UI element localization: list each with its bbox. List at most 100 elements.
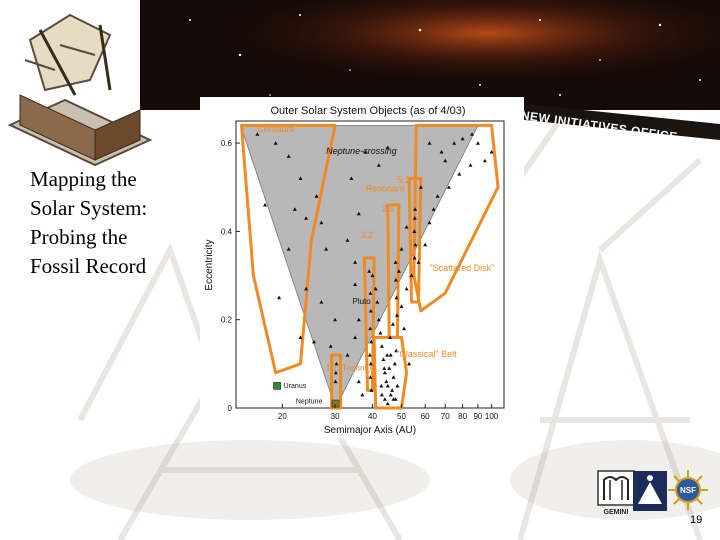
annotation-label: "Scattered Disk" xyxy=(429,263,494,273)
data-point xyxy=(393,260,398,264)
data-point xyxy=(412,216,417,220)
annotation-regions xyxy=(240,123,500,410)
telescope-illustration xyxy=(7,13,153,167)
data-point xyxy=(457,172,462,176)
chart-figure: Outer Solar System Objects (as of 4/03) … xyxy=(200,97,524,438)
annotation-label: 5:2 xyxy=(398,175,411,185)
data-point xyxy=(324,247,329,251)
data-point xyxy=(379,383,384,388)
data-point xyxy=(412,229,417,233)
x-tick-label: 80 xyxy=(458,412,467,421)
data-point xyxy=(349,176,354,180)
data-point xyxy=(418,185,423,189)
data-point xyxy=(319,300,324,304)
data-point xyxy=(363,149,368,154)
data-point xyxy=(416,260,421,264)
data-point xyxy=(489,149,494,154)
data-point xyxy=(367,269,372,273)
axis-ticks: 20 30 40 50 60 70 80 90 100 0 0.2 0.4 0.6 xyxy=(221,139,499,421)
data-point xyxy=(385,401,390,406)
data-point xyxy=(368,361,373,366)
slide-title: Mapping the Solar System: Probing the Fo… xyxy=(30,167,148,278)
mountain-logo xyxy=(632,470,668,512)
data-point xyxy=(423,242,428,247)
data-point xyxy=(468,163,473,167)
y-axis-label: Eccentricity xyxy=(204,239,215,290)
plot-frame xyxy=(235,120,505,409)
data-point xyxy=(384,379,389,384)
data-point xyxy=(368,308,373,313)
data-point xyxy=(407,361,412,366)
data-point xyxy=(393,397,398,401)
annotation-label: Neptune-crossing xyxy=(326,146,397,156)
x-tick-label: 100 xyxy=(485,412,499,421)
data-point xyxy=(382,370,387,375)
data-point xyxy=(482,158,487,163)
data-point xyxy=(382,366,387,370)
data-point xyxy=(328,344,333,348)
data-point xyxy=(370,273,375,278)
neptune-crossing-region xyxy=(240,124,479,410)
nsf-logo-text: NSF xyxy=(680,486,696,495)
trojans-outline xyxy=(330,353,343,410)
data-point xyxy=(412,255,417,260)
data-point xyxy=(404,225,409,229)
data-point xyxy=(427,220,432,225)
data-point xyxy=(460,136,465,141)
y-tick-label: 0.6 xyxy=(221,139,233,148)
data-point xyxy=(390,322,395,326)
data-point xyxy=(304,216,309,220)
annotation-label: "Classical" Belt xyxy=(396,349,457,359)
data-point xyxy=(385,353,390,357)
centaurs-outline xyxy=(240,123,337,375)
annotation-label: 1:1 (Trojans) xyxy=(326,363,371,372)
annotation-label: 2:1 xyxy=(382,204,395,214)
banner-strip xyxy=(505,102,720,140)
data-point xyxy=(382,397,387,401)
data-point xyxy=(273,141,278,145)
data-point xyxy=(395,313,399,317)
data-point xyxy=(345,238,350,242)
scattered-disk-outline xyxy=(412,123,500,313)
data-point xyxy=(385,383,390,388)
x-tick-label: 90 xyxy=(473,412,482,421)
data-point xyxy=(388,335,393,339)
data-point xyxy=(373,286,378,291)
data-point xyxy=(413,207,418,211)
x-tick-label: 70 xyxy=(441,412,450,421)
data-point xyxy=(388,353,393,357)
data-point xyxy=(312,339,316,344)
chart-title: Outer Solar System Objects (as of 4/03) xyxy=(270,105,465,117)
data-point xyxy=(475,141,480,145)
y-tick-label: 0.4 xyxy=(221,227,233,236)
data-point xyxy=(292,207,297,211)
data-point xyxy=(356,317,361,322)
data-point xyxy=(333,317,338,322)
x-axis-label: Semimajor Axis (AU) xyxy=(324,425,416,436)
nsf-logo: NSF xyxy=(668,470,708,510)
data-point xyxy=(255,132,260,136)
data-point xyxy=(360,392,365,397)
annotation-label: Resonant xyxy=(366,184,405,194)
data-point xyxy=(378,330,383,335)
data-point xyxy=(334,361,339,366)
data-point xyxy=(367,353,372,357)
data-point xyxy=(286,154,291,158)
annotation-labels: Centaurs Neptune-crossing Resonant 2:1 5:2 3:… xyxy=(257,124,494,406)
x-tick-label: 30 xyxy=(331,412,340,421)
data-point xyxy=(314,194,319,198)
x-tick-label: 40 xyxy=(368,412,377,421)
data-point xyxy=(390,388,395,392)
y-tick-label: 0.2 xyxy=(221,316,233,325)
data-point xyxy=(368,326,373,331)
data-point xyxy=(391,375,396,379)
y-tick-label: 0 xyxy=(228,404,233,413)
data-point xyxy=(439,149,444,154)
planet-marker-uranus xyxy=(273,382,281,390)
x-tick-label: 20 xyxy=(278,412,287,421)
data-point xyxy=(399,304,404,308)
data-point xyxy=(443,158,448,163)
data-point xyxy=(399,247,404,251)
annotation-label: Neptune xyxy=(296,399,323,406)
